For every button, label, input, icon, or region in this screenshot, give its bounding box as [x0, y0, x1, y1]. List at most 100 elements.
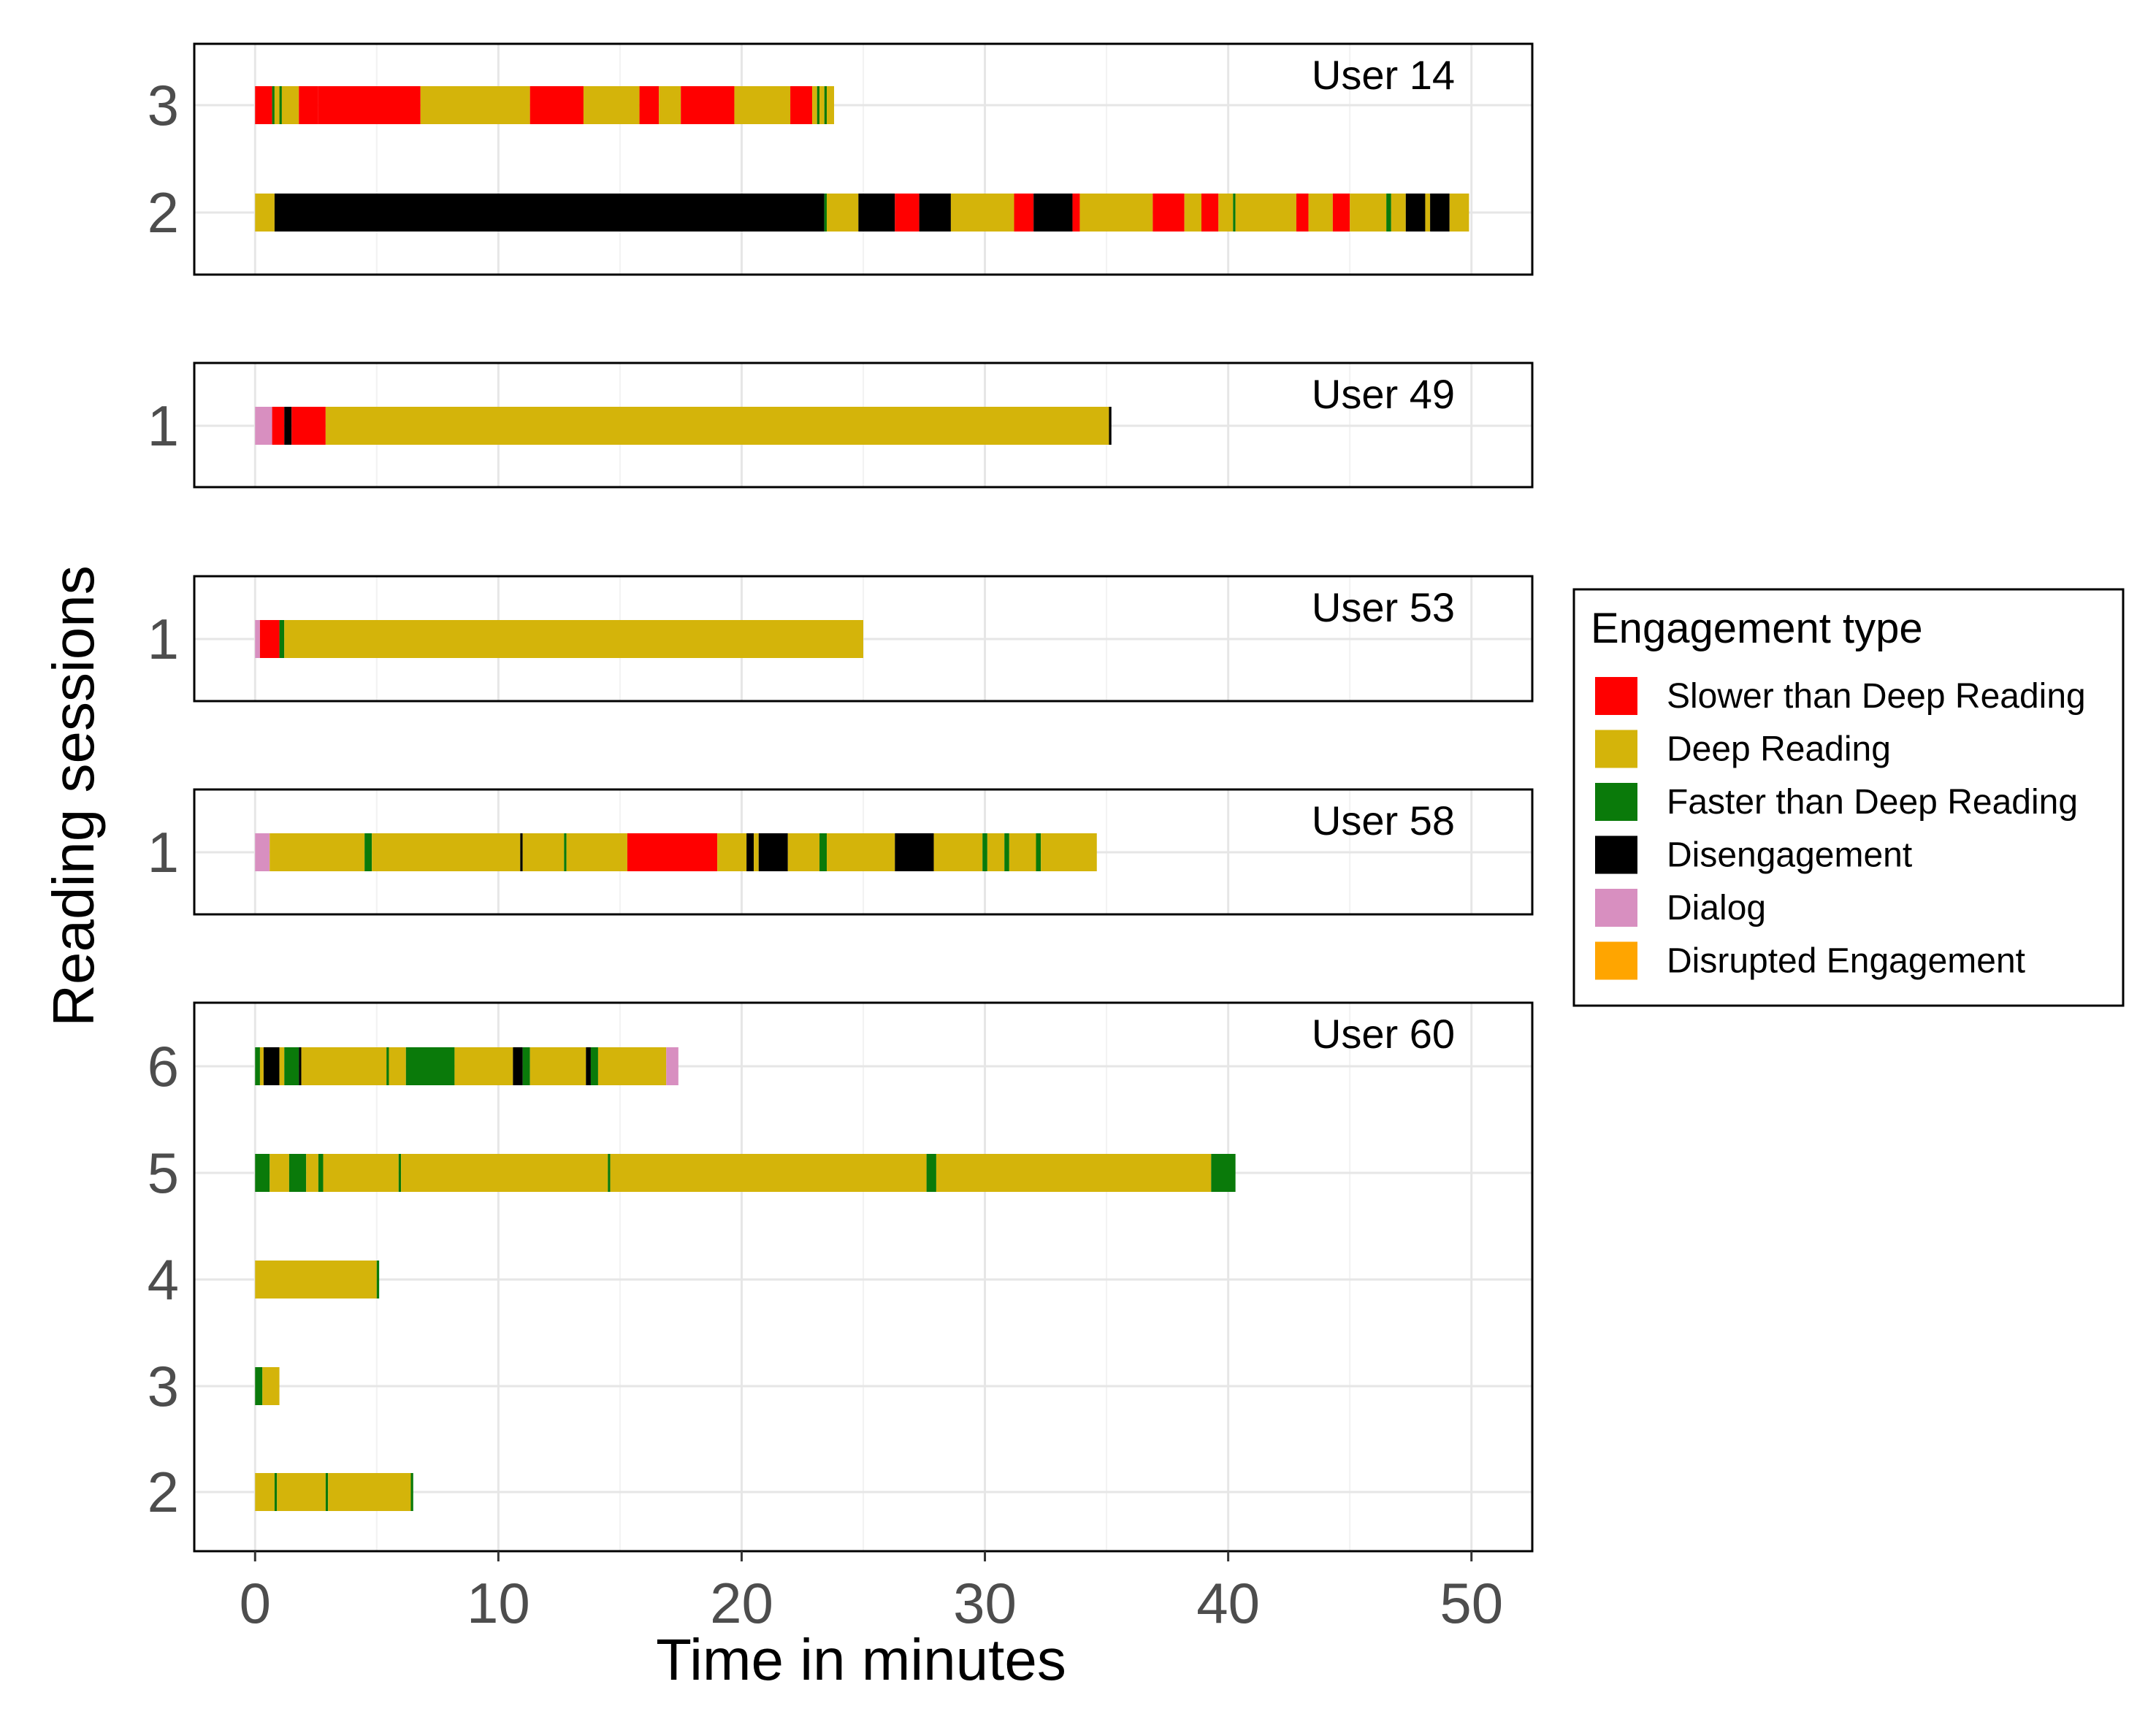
session-row — [255, 1261, 380, 1298]
segment-diseng — [284, 407, 292, 445]
segment-diseng — [758, 833, 788, 871]
segment-slower — [627, 833, 718, 871]
x-tick-label: 20 — [710, 1571, 773, 1635]
legend-swatch — [1595, 889, 1637, 927]
segment-faster — [255, 1367, 263, 1405]
segment-diseng — [274, 194, 825, 232]
x-tick-label: 30 — [953, 1571, 1017, 1635]
legend-swatch — [1595, 783, 1637, 821]
session-label: 2 — [148, 1460, 179, 1524]
segment-slower — [1072, 194, 1080, 232]
session-row — [255, 194, 1469, 232]
segment-deep — [717, 833, 747, 871]
segment-deep — [420, 86, 530, 124]
segment-diseng — [520, 833, 523, 871]
segment-faster — [590, 1047, 598, 1085]
segment-faster — [398, 1154, 402, 1192]
panel: 1 User 58 — [148, 788, 1534, 916]
segment-faster — [325, 1473, 329, 1511]
segment-deep — [262, 1367, 280, 1405]
segment-deep — [987, 833, 1005, 871]
segment-diseng — [1405, 194, 1426, 232]
x-tick-label: 0 — [240, 1571, 271, 1635]
session-row — [255, 833, 1097, 871]
legend-items: Slower than Deep Reading Deep Reading Fast… — [1595, 677, 2086, 981]
legend-swatch — [1595, 835, 1637, 874]
segment-faster — [255, 1047, 260, 1085]
segment-deep — [1235, 194, 1296, 232]
session-row — [255, 407, 1112, 445]
segment-slower — [272, 407, 285, 445]
session-row — [255, 1047, 678, 1085]
segment-deep — [372, 833, 521, 871]
session-label: 4 — [148, 1247, 179, 1312]
segment-dialog — [666, 1047, 678, 1085]
y-axis-title: Reading sessions — [41, 565, 106, 1026]
segment-deep — [522, 833, 565, 871]
segment-deep — [610, 1154, 927, 1192]
segment-slower — [1201, 194, 1219, 232]
segment-dialog — [255, 407, 272, 445]
segment-deep — [274, 86, 280, 124]
segment-slower — [255, 86, 272, 124]
session-row — [255, 620, 863, 658]
legend-swatch — [1595, 677, 1637, 715]
segment-deep — [454, 1047, 513, 1085]
segment-deep — [936, 1154, 1212, 1192]
panels-group: 3 2 User 14 1 User 49 1 User 53 1 User 58 6 5 4 3 2 Us… — [148, 42, 1534, 1553]
segment-deep — [812, 86, 817, 124]
legend-title: Engagement type — [1591, 605, 1923, 652]
session-row — [255, 1154, 1236, 1192]
segment-deep — [325, 407, 1109, 445]
segment-faster — [364, 833, 372, 871]
segment-deep — [1449, 194, 1469, 232]
panel: 3 2 User 14 — [148, 42, 1534, 276]
legend-label: Deep Reading — [1667, 730, 1891, 769]
segment-diseng — [513, 1047, 523, 1085]
segment-deep — [255, 1473, 275, 1511]
segment-deep — [1350, 194, 1387, 232]
segment-deep — [754, 833, 759, 871]
panel-title: User 14 — [1312, 52, 1455, 98]
segment-deep — [530, 1047, 586, 1085]
segment-deep — [255, 194, 275, 232]
x-axis: 0 10 20 30 40 50 — [240, 1551, 1503, 1635]
segment-deep — [281, 86, 299, 124]
legend-label: Disrupted Engagement — [1667, 942, 2025, 981]
segment-faster — [272, 86, 275, 124]
segment-faster — [1211, 1154, 1236, 1192]
x-tick-label: 50 — [1440, 1571, 1503, 1635]
segment-diseng — [586, 1047, 591, 1085]
session-label: 1 — [148, 607, 179, 671]
panel-border — [193, 575, 1534, 703]
segment-slower — [895, 194, 920, 232]
segment-deep — [1308, 194, 1333, 232]
session-row — [255, 1473, 413, 1511]
segment-deep — [1009, 833, 1036, 871]
legend-swatch — [1595, 730, 1637, 768]
segment-faster — [817, 86, 820, 124]
segment-diseng — [858, 194, 895, 232]
segment-deep — [734, 86, 791, 124]
segment-deep — [277, 1473, 326, 1511]
segment-faster — [386, 1047, 389, 1085]
segment-deep — [1425, 194, 1431, 232]
panel-title: User 60 — [1312, 1011, 1455, 1057]
segment-diseng — [1109, 407, 1112, 445]
segment-slower — [1014, 194, 1034, 232]
legend-label: Slower than Deep Reading — [1667, 677, 2086, 716]
segment-slower — [639, 86, 660, 124]
segment-slower — [681, 86, 735, 124]
panel-border — [193, 42, 1534, 276]
segment-deep — [787, 833, 820, 871]
segment-deep — [659, 86, 681, 124]
segment-slower — [1152, 194, 1185, 232]
segment-faster — [318, 1154, 324, 1192]
segment-diseng — [1033, 194, 1073, 232]
segment-slower — [1332, 194, 1350, 232]
segment-faster — [288, 1154, 307, 1192]
legend-label: Dialog — [1667, 889, 1766, 927]
panel: 6 5 4 3 2 User 60 — [148, 1001, 1534, 1553]
segment-faster — [819, 833, 827, 871]
segment-deep — [827, 194, 859, 232]
